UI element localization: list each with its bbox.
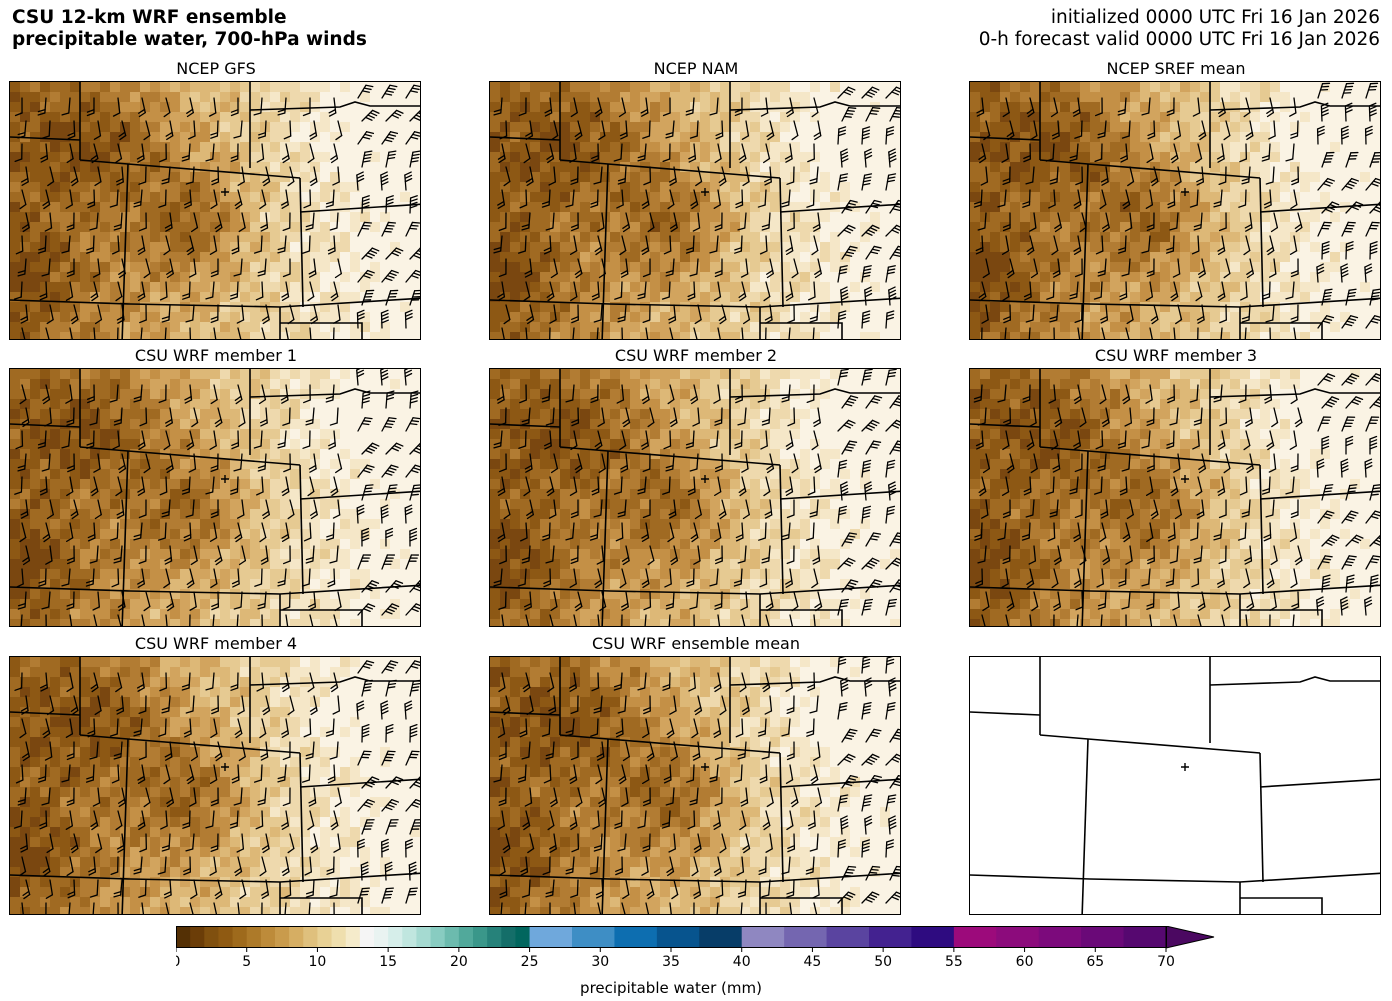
map-panel-member-2 xyxy=(489,368,901,627)
colorbar-tick-label: 55 xyxy=(945,954,963,970)
colorbar-swatch xyxy=(529,926,573,948)
colorbar-swatch xyxy=(444,926,460,948)
colorbar-tick-label: 30 xyxy=(591,954,609,970)
colorbar-tick-label: 25 xyxy=(521,954,539,970)
colorbar-tick-label: 60 xyxy=(1016,954,1034,970)
colorbar-tick-label: 15 xyxy=(379,954,397,970)
colorbar-swatch xyxy=(1038,926,1082,948)
colorbar-swatch xyxy=(232,926,248,948)
title-line-1: CSU 12-km WRF ensemble xyxy=(12,7,287,28)
map-panel-ensemble-mean xyxy=(489,656,901,915)
colorbar-swatch xyxy=(572,926,616,948)
colorbar-swatch xyxy=(869,926,913,948)
colorbar-tick-label: 5 xyxy=(242,954,251,970)
colorbar-tick-label: 70 xyxy=(1157,954,1175,970)
colorbar-swatch xyxy=(260,926,276,948)
panel-title-nam: NCEP NAM xyxy=(653,59,739,78)
map-panel-member-1 xyxy=(9,368,421,627)
colorbar-swatch xyxy=(388,926,403,948)
colorbar-swatch xyxy=(656,926,700,948)
title-line-2: precipitable water, 700-hPa winds xyxy=(12,29,367,50)
colorbar-swatch xyxy=(416,926,432,948)
colorbar-swatch xyxy=(501,926,517,948)
forecast-time-info: initialized 0000 UTC Fri 16 Jan 2026 0-h… xyxy=(979,7,1380,51)
colorbar-tick-label: 40 xyxy=(733,954,751,970)
map-panel-gfs xyxy=(9,81,421,340)
panel-title-member-4: CSU WRF member 4 xyxy=(134,634,298,653)
colorbar-swatch xyxy=(402,926,418,948)
panel-title-member-3: CSU WRF member 3 xyxy=(1094,346,1258,365)
colorbar-tick-label: 0 xyxy=(176,954,180,970)
panel-title-gfs: NCEP GFS xyxy=(176,59,256,78)
colorbar-swatch xyxy=(911,926,955,948)
colorbar-swatch xyxy=(784,926,828,948)
colorbar-tick-label: 20 xyxy=(450,954,468,970)
colorbar-swatch xyxy=(289,926,304,948)
colorbar-tick-label: 10 xyxy=(309,954,327,970)
colorbar-swatch xyxy=(190,926,205,948)
map-panel-member-4 xyxy=(9,656,421,915)
colorbar-swatch xyxy=(1081,926,1125,948)
colorbar-tick-label: 65 xyxy=(1086,954,1104,970)
colorbar-swatch xyxy=(741,926,785,948)
map-panel-sref xyxy=(969,81,1381,340)
colorbar: 0 5 10 15 20 25 30 35 40 45 50 55 60 65 70 xyxy=(172,925,1221,978)
colorbar-swatch xyxy=(204,926,220,948)
colorbar-tick-label: 45 xyxy=(804,954,822,970)
colorbar-swatch xyxy=(515,926,531,948)
colorbar-tick-label: 50 xyxy=(874,954,892,970)
colorbar-swatch xyxy=(996,926,1040,948)
colorbar-swatch xyxy=(218,926,234,948)
colorbar-swatch xyxy=(275,926,290,948)
panel-title-sref: NCEP SREF mean xyxy=(1106,59,1246,78)
colorbar-swatch xyxy=(303,926,319,948)
panel-title-member-1: CSU WRF member 1 xyxy=(134,346,298,365)
colorbar-swatch xyxy=(374,926,389,948)
colorbar-extend-arrow xyxy=(1165,925,1215,949)
map-panel-empty xyxy=(969,656,1381,915)
colorbar-swatch xyxy=(345,926,361,948)
colorbar-swatch xyxy=(359,926,375,948)
map-panel-nam xyxy=(489,81,901,340)
colorbar-swatch xyxy=(614,926,658,948)
colorbar-tick-label: 35 xyxy=(662,954,680,970)
figure-title: CSU 12-km WRF ensemble precipitable wate… xyxy=(12,7,367,51)
map-panel-member-3 xyxy=(969,368,1381,627)
panel-title-ensemble-mean: CSU WRF ensemble mean xyxy=(591,634,800,653)
colorbar-swatch xyxy=(953,926,997,948)
colorbar-swatch xyxy=(699,926,743,948)
colorbar-swatch xyxy=(826,926,870,948)
init-time: initialized 0000 UTC Fri 16 Jan 2026 xyxy=(1050,7,1380,28)
colorbar-swatch xyxy=(430,926,446,948)
colorbar-swatch xyxy=(246,926,262,948)
colorbar-swatch xyxy=(487,926,502,948)
colorbar-label: precipitable water (mm) xyxy=(580,979,762,997)
colorbar-swatch xyxy=(1123,926,1167,948)
colorbar-swatch xyxy=(176,926,191,948)
colorbar-swatch xyxy=(331,926,347,948)
valid-time: 0-h forecast valid 0000 UTC Fri 16 Jan 2… xyxy=(978,29,1380,50)
colorbar-swatch xyxy=(473,926,488,948)
panel-title-member-2: CSU WRF member 2 xyxy=(614,346,778,365)
colorbar-swatch xyxy=(317,926,333,948)
colorbar-swatch xyxy=(458,926,474,948)
